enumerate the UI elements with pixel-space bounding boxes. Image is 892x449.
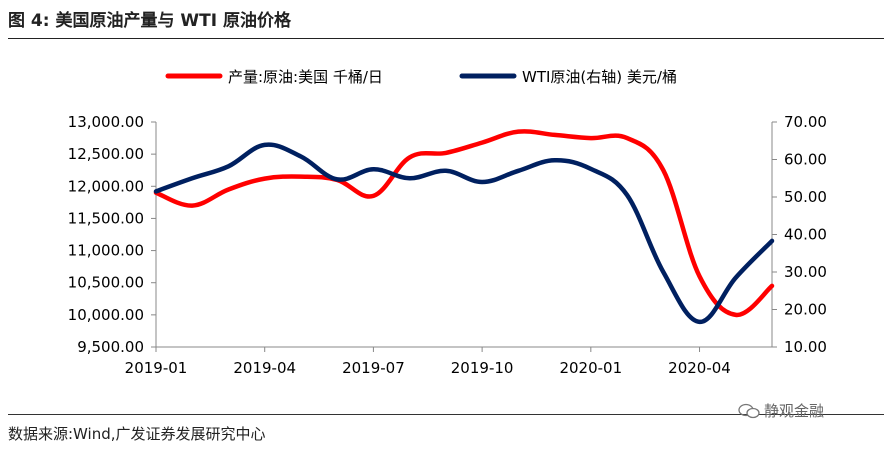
left-tick-label: 9,500.00 (77, 338, 144, 356)
legend-label-1: 产量:原油:美国 千桶/日 (228, 68, 383, 86)
watermark-text: 静观金融 (764, 402, 825, 420)
x-tick-label: 2019-10 (451, 359, 514, 377)
legend-label-2: WTI原油(右轴) 美元/桶 (522, 68, 677, 86)
right-tick-label: 10.00 (784, 338, 827, 356)
right-tick-label: 20.00 (784, 301, 827, 319)
x-tick-label: 2019-01 (125, 359, 188, 377)
left-tick-label: 12,500.00 (68, 145, 144, 163)
legend: 产量:原油:美国 千桶/日 WTI原油(右轴) 美元/桶 (165, 68, 677, 86)
series-line-2 (153, 142, 775, 325)
x-tick-label: 2019-07 (342, 359, 405, 377)
title-divider (8, 38, 884, 39)
series-layer (153, 129, 775, 325)
x-tick-label: 2019-04 (233, 359, 296, 377)
left-tick-label: 11,500.00 (68, 209, 144, 227)
axes-layer: 13,000.00 12,500.00 12,000.00 11,500.00 11,0… (68, 113, 827, 377)
right-tick-label: 70.00 (784, 113, 827, 131)
source-note: 数据来源:Wind,广发证券发展研究中心 (8, 425, 266, 443)
source-divider (8, 414, 884, 415)
wechat-icon (738, 403, 760, 418)
watermark: 静观金融 (738, 400, 824, 421)
right-tick-label: 50.00 (784, 188, 827, 206)
x-tick-label: 2020-04 (668, 359, 731, 377)
right-tick-label: 30.00 (784, 263, 827, 281)
x-tick-label: 2020-01 (559, 359, 622, 377)
left-tick-label: 10,000.00 (68, 306, 144, 324)
left-tick-label: 13,000.00 (68, 113, 144, 131)
right-tick-label: 40.00 (784, 226, 827, 244)
series-line-1 (153, 129, 775, 318)
figure-title: 图 4: 美国原油产量与 WTI 原油价格 (8, 11, 291, 31)
right-tick-label: 60.00 (784, 151, 827, 169)
left-tick-label: 11,000.00 (68, 242, 144, 260)
left-tick-label: 12,000.00 (68, 177, 144, 195)
left-tick-label: 10,500.00 (68, 274, 144, 292)
